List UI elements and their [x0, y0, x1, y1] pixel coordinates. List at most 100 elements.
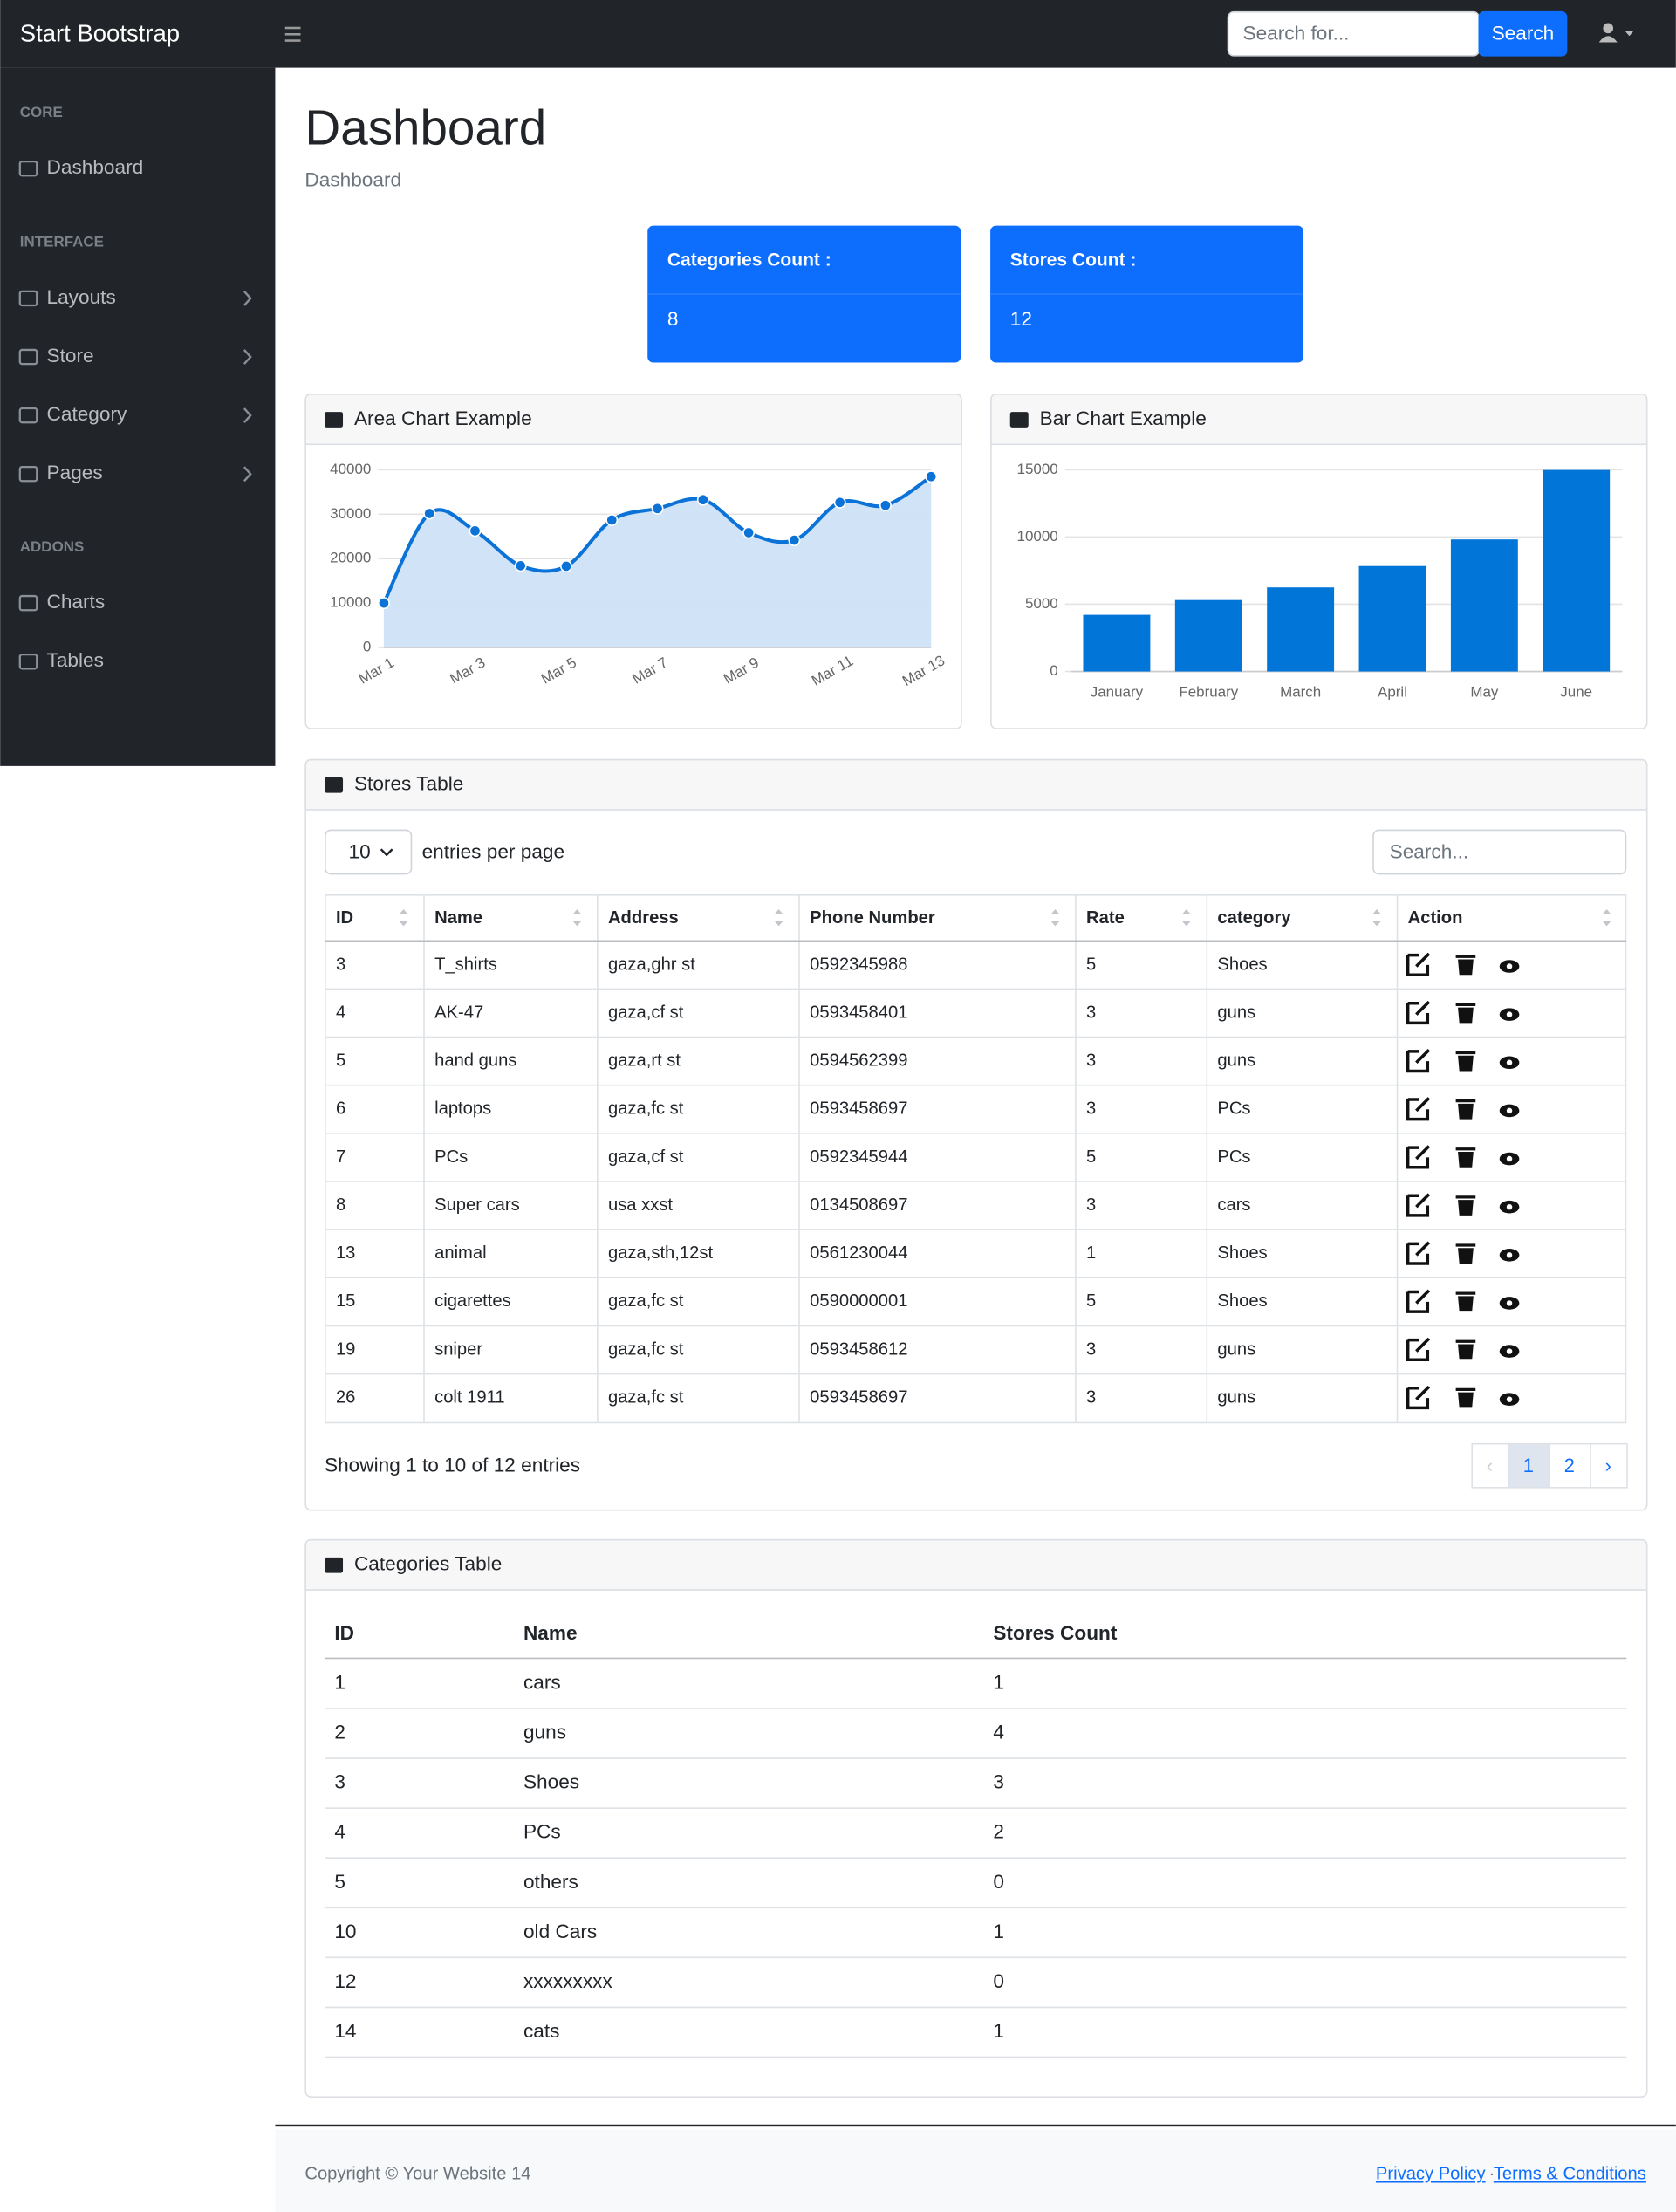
- x-tick-label: May: [1470, 683, 1499, 700]
- table-cell: 3: [334, 1771, 345, 1793]
- delete-button[interactable]: [1455, 1051, 1476, 1072]
- table-cell: PCs: [434, 1147, 468, 1167]
- column-header[interactable]: Rate: [1086, 908, 1125, 928]
- column-header[interactable]: Action: [1408, 908, 1463, 928]
- y-tick-label: 10000: [1017, 528, 1058, 544]
- table-cell: 3: [1086, 1387, 1096, 1407]
- nav-link[interactable]: Tables: [47, 649, 104, 671]
- delete-button[interactable]: [1455, 1099, 1476, 1120]
- card-title: Categories Table: [354, 1553, 502, 1575]
- user-menu[interactable]: [1598, 23, 1634, 43]
- table-cell: Shoes: [1217, 1291, 1267, 1311]
- table-cell: 13: [336, 1243, 355, 1263]
- table-search[interactable]: [1372, 829, 1627, 875]
- column-header[interactable]: Phone Number: [810, 908, 935, 928]
- delete-button[interactable]: [1455, 1003, 1476, 1024]
- data-point: [879, 499, 892, 512]
- edit-button[interactable]: [1406, 1289, 1431, 1313]
- view-pupil: [1506, 1011, 1513, 1017]
- table-cell: 1: [334, 1672, 345, 1694]
- search-button-label: Search: [1492, 23, 1555, 45]
- edit-button[interactable]: [1406, 1241, 1431, 1265]
- table-cell: T_shirts: [434, 955, 497, 974]
- delete-button[interactable]: [1455, 1291, 1476, 1312]
- table-cell: 4: [334, 1821, 345, 1843]
- table-cell: 0592345944: [810, 1147, 907, 1167]
- data-point: [605, 514, 619, 526]
- delete-button[interactable]: [1455, 1339, 1476, 1360]
- table-cell: 0593458697: [810, 1099, 907, 1119]
- nav-icon: [18, 465, 38, 483]
- footer-rule: [275, 2124, 1676, 2127]
- sidebar: [0, 67, 276, 766]
- x-tick-label: March: [1280, 683, 1321, 700]
- edit-button[interactable]: [1406, 1097, 1431, 1121]
- page-button-label: ›: [1605, 1455, 1611, 1476]
- card-value: 12: [1010, 308, 1032, 330]
- table-cell: 0134508697: [810, 1195, 907, 1215]
- footer-link[interactable]: Terms & Conditions: [1494, 2165, 1646, 2184]
- edit-button[interactable]: [1406, 952, 1431, 977]
- delete-button[interactable]: [1455, 1243, 1476, 1264]
- nav-link[interactable]: Charts: [47, 591, 106, 613]
- delete-button[interactable]: [1455, 1195, 1476, 1216]
- card-title: Bar Chart Example: [1040, 407, 1207, 429]
- page-button[interactable]: [1590, 1442, 1628, 1489]
- nav-chevron: [243, 466, 252, 483]
- page-size-select[interactable]: [325, 829, 413, 875]
- y-tick-label: 5000: [1025, 595, 1058, 612]
- edit-button[interactable]: [1406, 1048, 1431, 1073]
- sidebar-toggle[interactable]: [284, 26, 301, 42]
- delete-button[interactable]: [1455, 955, 1476, 976]
- table-cell: 1: [993, 1672, 1004, 1694]
- breadcrumb: Dashboard: [304, 169, 401, 191]
- table-cell: PCs: [523, 1821, 561, 1843]
- table-cell: 5: [1086, 955, 1096, 974]
- edit-button[interactable]: [1406, 1385, 1431, 1410]
- edit-button[interactable]: [1406, 1193, 1431, 1217]
- area-fill: [383, 476, 932, 648]
- footer-link[interactable]: Privacy Policy: [1376, 2165, 1487, 2184]
- sort-arrows: [1181, 908, 1191, 927]
- edit-button[interactable]: [1406, 1145, 1431, 1169]
- data-point: [377, 597, 390, 610]
- table-cell: 0594562399: [810, 1051, 907, 1071]
- column-header[interactable]: ID: [336, 908, 353, 928]
- sort-arrows: [1372, 908, 1381, 927]
- column-header[interactable]: Name: [434, 908, 482, 928]
- chart-icon: [1009, 412, 1029, 428]
- page-button-label: ‹: [1487, 1455, 1493, 1476]
- column-header[interactable]: Address: [608, 908, 679, 928]
- delete-button[interactable]: [1455, 1387, 1476, 1408]
- table-cell: 12: [334, 1970, 356, 1992]
- brand[interactable]: Start Bootstrap: [20, 20, 180, 47]
- table-cell: 5: [334, 1871, 345, 1893]
- view-pupil: [1506, 1155, 1513, 1162]
- y-tick-label: 40000: [330, 461, 371, 477]
- delete-button[interactable]: [1455, 1147, 1476, 1168]
- edit-button[interactable]: [1406, 1337, 1431, 1362]
- nav-link[interactable]: Category: [47, 403, 127, 425]
- edit-button[interactable]: [1406, 1000, 1431, 1025]
- view-pupil: [1506, 1203, 1513, 1210]
- table-cell: 4: [336, 1003, 345, 1022]
- view-pupil: [1506, 963, 1513, 969]
- table-cell: gaza,sth,12st: [608, 1243, 713, 1263]
- column-header[interactable]: category: [1217, 908, 1291, 928]
- table-cell: 0593458697: [810, 1387, 907, 1407]
- y-tick-label: 20000: [330, 550, 371, 566]
- y-tick-label: 10000: [330, 594, 371, 611]
- x-tick-label: April: [1378, 683, 1407, 700]
- nav-link[interactable]: Store: [47, 345, 94, 366]
- search-button[interactable]: [1478, 10, 1568, 57]
- page-button[interactable]: [1549, 1442, 1591, 1489]
- nav-link[interactable]: Layouts: [47, 286, 116, 308]
- card-header: [304, 758, 1648, 811]
- nav-link[interactable]: Dashboard: [47, 156, 144, 178]
- page-button-label: 2: [1564, 1455, 1575, 1476]
- bar: [1450, 539, 1518, 672]
- nav-link[interactable]: Pages: [47, 462, 103, 483]
- view-pupil: [1506, 1059, 1513, 1066]
- bar: [1083, 614, 1151, 672]
- nav-chevron: [243, 349, 252, 365]
